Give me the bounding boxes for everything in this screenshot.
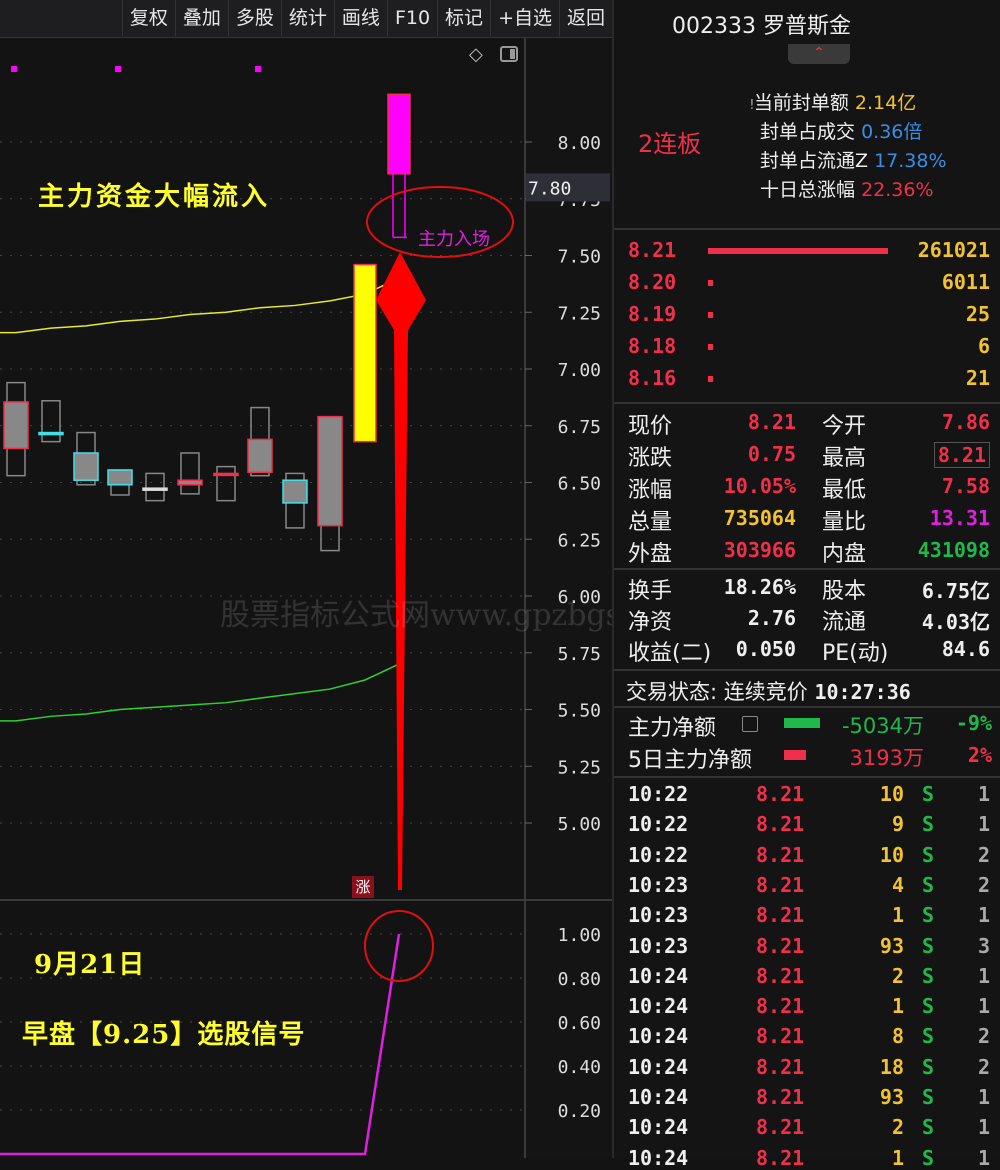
indicator-tick-label: 0.40 [558,1057,601,1078]
seal-row: 十日总涨幅 22.36% [760,179,934,201]
candle-range [216,465,236,502]
price-tick-label: 7.00 [558,360,601,381]
annotation-signal: 早盘【9.25】选股信号 [22,1020,306,1050]
flow-bar [784,750,806,760]
ma-line-green [0,663,400,722]
toolbar-button[interactable]: 画线 [333,0,387,36]
candle-body [387,93,411,175]
price-tick-label: 5.75 [558,644,601,665]
indicator-tick-label: 0.20 [558,1101,601,1122]
candlestick [142,472,168,502]
pin-icon: ǃ [750,98,754,113]
price-tick-label: 6.50 [558,474,601,495]
candlestick [3,381,29,477]
orderbook-volume-bar [708,376,713,382]
price-tick-label: 5.50 [558,701,601,722]
collapse-tab[interactable]: ⌃ [788,44,850,64]
price-tick-label: 5.25 [558,757,601,778]
signal-dot [11,66,17,72]
price-tick-label: 6.75 [558,417,601,438]
toolbar-button[interactable]: 标记 [437,0,490,36]
toolbar-button[interactable]: 复权 [121,0,175,36]
toolbar: 复权 叠加 多股 统计 画线 F10 标记 +自选 返回 [0,0,612,38]
diamond-icon[interactable]: ◇ [469,44,483,65]
trade-status: 交易状态: 连续竞价 10:27:36 [626,680,911,704]
candle-body [317,415,343,527]
red-arrow-icon [376,252,426,890]
stock-title: 002333 罗普斯金 [672,14,851,39]
flow-bar [784,718,820,728]
signal-dot [255,66,261,72]
toolbar-button[interactable]: 叠加 [174,0,228,36]
panel-toggle-icon[interactable] [500,46,518,62]
candle-body [213,472,239,477]
price-tick-label: 6.25 [558,530,601,551]
candle-body [177,479,203,486]
streak-label: 2连板 [638,130,702,158]
candlestick [73,431,99,486]
candlestick [282,472,308,529]
orderbook-volume-bar [708,280,713,286]
candlestick [177,452,203,495]
limit-up-badge: 涨 [352,876,374,898]
price-tick-label: 8.00 [558,133,601,154]
cursor-price-label: 7.80 [528,178,571,199]
toolbar-button[interactable]: F10 [386,0,437,36]
indicator-tick-label: 0.60 [558,1013,601,1034]
annotation-date: 9月21日 [34,950,146,980]
candle-body [107,469,133,486]
price-tick-label: 7.25 [558,303,601,324]
indicator-tick-label: 0.80 [558,969,601,990]
toolbar-button[interactable]: +自选 [490,0,559,36]
orderbook-volume-bar [708,312,713,318]
candlestick [387,93,411,239]
candle-body [73,452,99,481]
chevron-up-icon: ⌃ [813,45,825,61]
candle-range [180,452,200,495]
orderbook-volume-bar [708,344,713,350]
candlestick [247,406,273,477]
toolbar-button[interactable]: 返回 [558,0,612,36]
price-axis [525,38,612,1158]
seal-row: ǃ当前封单额 2.14亿 [750,92,917,114]
indicator-tick-label: 1.00 [558,925,601,946]
ma-line-yellow [0,277,400,334]
price-tick-label: 7.50 [558,247,601,268]
candle-range [145,472,165,502]
candle-range [41,400,61,443]
price-tick-label: 6.00 [558,587,601,608]
candle-body [353,263,377,443]
highlight-circle [364,910,434,982]
cursor-price-box [526,173,610,202]
orderbook-volume-bar [708,248,888,254]
candle-body [247,438,273,474]
toolbar-button[interactable]: 统计 [280,0,334,36]
candle-body [282,479,308,504]
candlestick [213,465,239,502]
candlestick [317,415,343,552]
entry-label: 主力入场 [418,229,490,250]
signal-line [0,933,401,1156]
candlestick [353,263,377,443]
seal-row: 封单占流通Z 17.38% [760,150,947,172]
annotation-inflow: 主力资金大幅流入 [38,182,271,212]
candlestick [107,469,133,496]
candlestick [38,400,64,443]
candle-body [3,401,29,450]
candle-body [38,431,64,436]
toolbar-button[interactable]: 多股 [227,0,281,36]
quote-panel: 002333 罗普斯金 ⌃ 2连板 交易状态: 连续竞价 10:27:36 ǃ当… [612,0,1000,1170]
price-tick-label: 5.00 [558,814,601,835]
candle-body [142,487,168,491]
signal-dot [115,66,121,72]
kline-chart[interactable]: 8.007.757.507.257.006.756.506.256.005.75… [0,38,612,1158]
highlight-circle [366,186,514,258]
list-icon[interactable] [742,716,758,732]
seal-row: 封单占成交 0.36倍 [760,121,923,143]
